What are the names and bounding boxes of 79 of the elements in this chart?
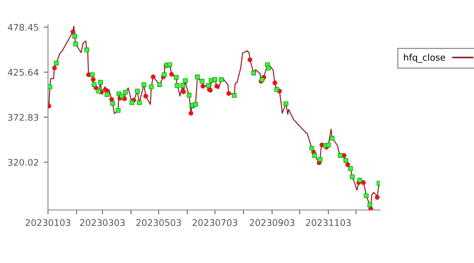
point	[150, 74, 156, 80]
point	[181, 89, 186, 94]
point	[232, 93, 237, 98]
point	[195, 74, 200, 80]
point	[109, 97, 114, 102]
point	[169, 72, 174, 77]
point	[135, 88, 140, 94]
point	[212, 77, 218, 82]
point	[345, 162, 350, 168]
point	[186, 92, 192, 98]
point	[70, 29, 76, 34]
point	[90, 72, 95, 78]
point	[130, 100, 134, 106]
point	[48, 104, 52, 108]
point	[104, 92, 110, 97]
point	[92, 82, 96, 87]
point	[72, 34, 78, 38]
y-tick-label: 478.45	[8, 24, 38, 31]
point	[348, 166, 353, 172]
x-tick-label: 20231103	[306, 219, 351, 226]
point	[96, 88, 102, 94]
point	[52, 66, 57, 70]
point	[174, 83, 180, 88]
point	[219, 77, 224, 82]
point	[330, 136, 334, 141]
point	[367, 202, 372, 208]
point	[284, 101, 288, 106]
point	[357, 178, 362, 183]
x-tick-label: 20230303	[80, 219, 125, 226]
point	[136, 100, 142, 106]
point	[251, 70, 256, 76]
point	[312, 153, 317, 158]
point	[374, 195, 380, 200]
y-tick-label: 320.02	[8, 158, 38, 166]
point	[338, 153, 343, 158]
point	[318, 157, 322, 162]
point	[104, 88, 108, 93]
point	[361, 180, 366, 185]
point	[73, 42, 78, 46]
x-tick-label: 20230503	[136, 219, 181, 226]
x-tick-label: 20230103	[26, 219, 70, 226]
point	[90, 77, 96, 82]
point	[193, 102, 198, 107]
point	[364, 193, 369, 198]
point	[157, 82, 162, 87]
point	[180, 83, 186, 88]
point	[248, 57, 252, 62]
point	[142, 82, 146, 87]
point	[214, 84, 220, 89]
point	[266, 66, 271, 70]
point	[183, 78, 188, 83]
point	[54, 60, 59, 66]
point	[200, 78, 204, 84]
x-tick-label: 20230903	[250, 219, 294, 226]
point	[110, 100, 115, 106]
point	[344, 158, 348, 163]
point	[206, 83, 211, 88]
point	[167, 62, 172, 68]
y-tick-label: 425.64	[8, 68, 38, 76]
point	[200, 84, 206, 89]
legend-label: hfq_close	[404, 54, 446, 63]
point	[226, 91, 232, 96]
point	[48, 84, 52, 90]
x-tick-label: 20230703	[192, 219, 238, 226]
point	[116, 108, 120, 113]
point	[188, 110, 194, 116]
point	[123, 90, 128, 95]
point	[274, 87, 280, 92]
point	[148, 84, 154, 90]
point	[326, 142, 331, 148]
point	[162, 72, 167, 78]
point	[309, 146, 314, 151]
point	[84, 48, 90, 52]
point	[272, 80, 278, 86]
point	[98, 80, 103, 85]
point	[143, 94, 148, 98]
point	[174, 74, 179, 80]
point	[350, 174, 355, 180]
y-tick-label: 372.83	[8, 114, 38, 121]
